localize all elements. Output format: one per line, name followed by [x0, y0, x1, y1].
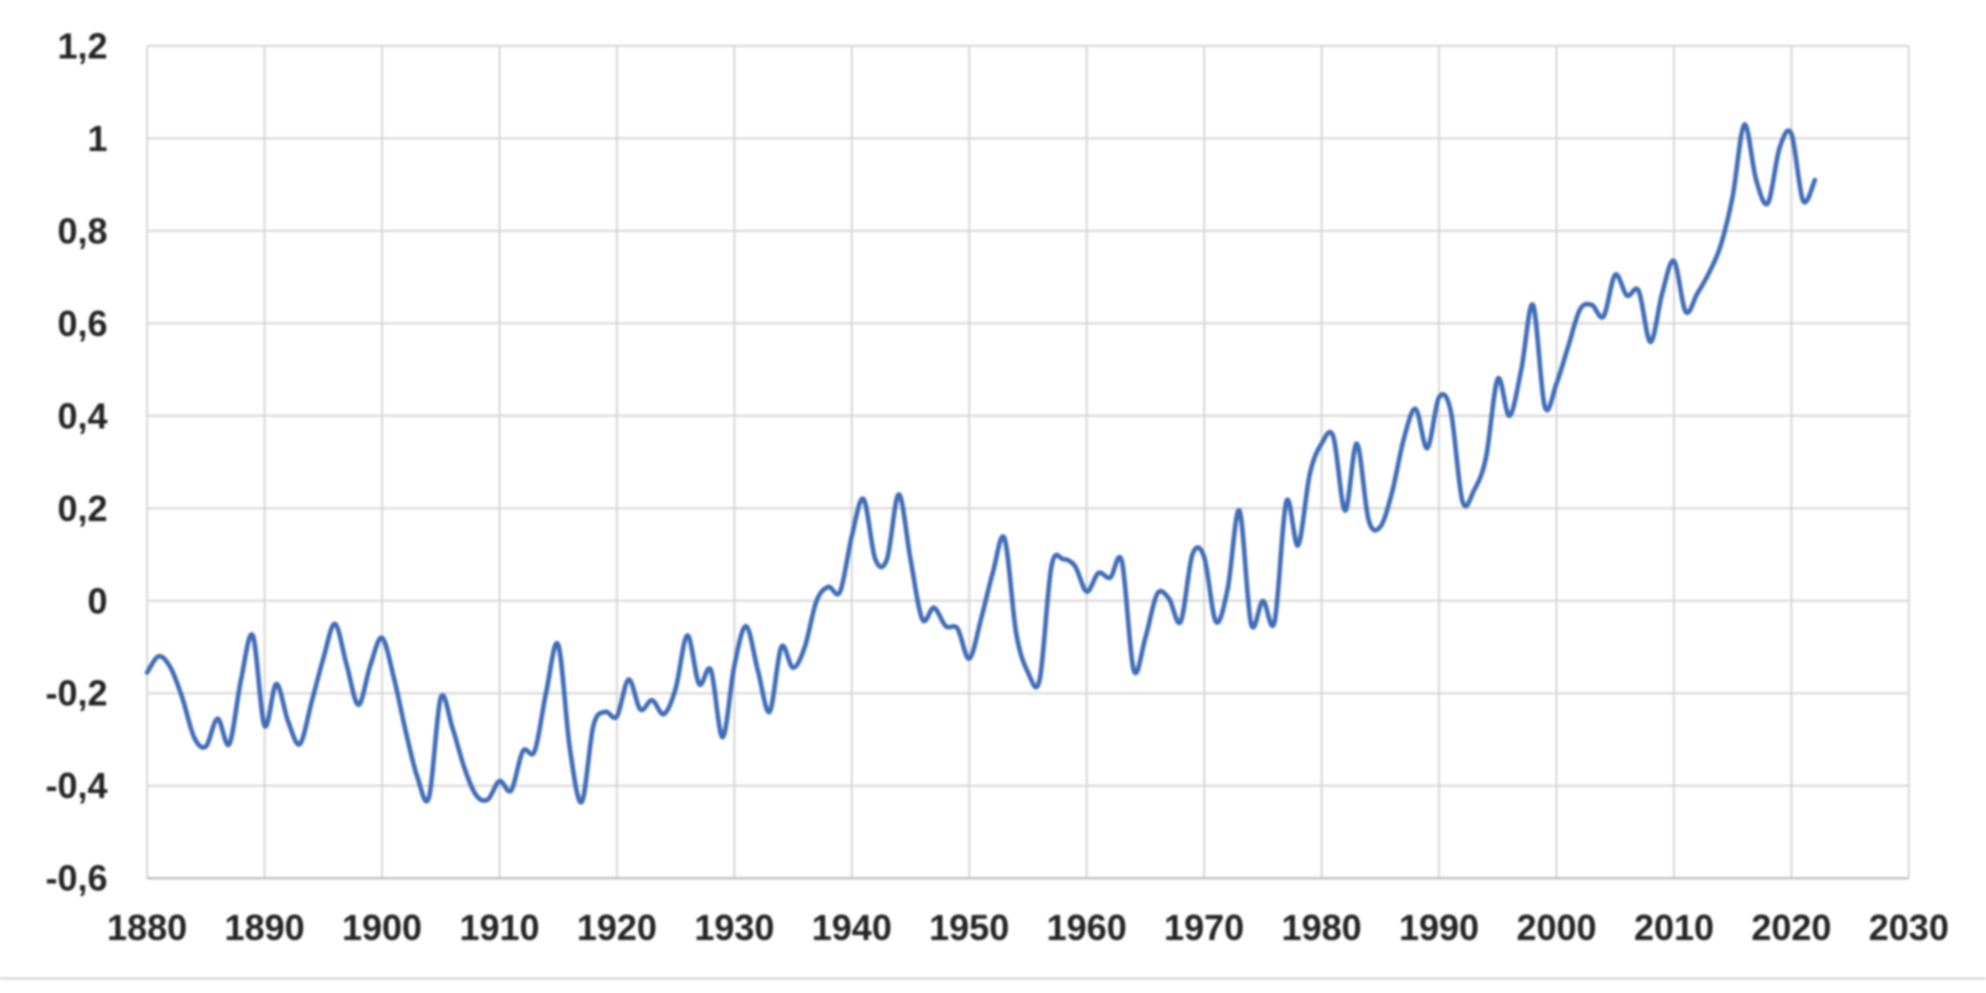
svg-text:1930: 1930	[694, 907, 774, 948]
svg-text:1: 1	[87, 118, 107, 159]
svg-text:2020: 2020	[1751, 907, 1831, 948]
svg-text:1880: 1880	[107, 907, 187, 948]
svg-text:1970: 1970	[1164, 907, 1244, 948]
svg-text:1980: 1980	[1282, 907, 1362, 948]
svg-text:1960: 1960	[1047, 907, 1127, 948]
svg-text:0,6: 0,6	[57, 303, 107, 344]
svg-text:1920: 1920	[577, 907, 657, 948]
svg-text:1990: 1990	[1399, 907, 1479, 948]
svg-text:1940: 1940	[812, 907, 892, 948]
svg-text:0: 0	[87, 580, 107, 621]
svg-text:2000: 2000	[1516, 907, 1596, 948]
svg-text:1950: 1950	[929, 907, 1009, 948]
svg-text:0,8: 0,8	[57, 210, 107, 251]
svg-text:0,2: 0,2	[57, 488, 107, 529]
svg-text:-0,6: -0,6	[45, 858, 107, 899]
svg-text:-0,2: -0,2	[45, 673, 107, 714]
svg-text:0,4: 0,4	[57, 395, 107, 436]
svg-text:-0,4: -0,4	[45, 765, 107, 806]
svg-text:1900: 1900	[342, 907, 422, 948]
svg-text:2010: 2010	[1634, 907, 1714, 948]
svg-text:1,2: 1,2	[57, 25, 107, 66]
svg-text:1910: 1910	[459, 907, 539, 948]
svg-text:2030: 2030	[1869, 907, 1949, 948]
svg-text:1890: 1890	[225, 907, 305, 948]
